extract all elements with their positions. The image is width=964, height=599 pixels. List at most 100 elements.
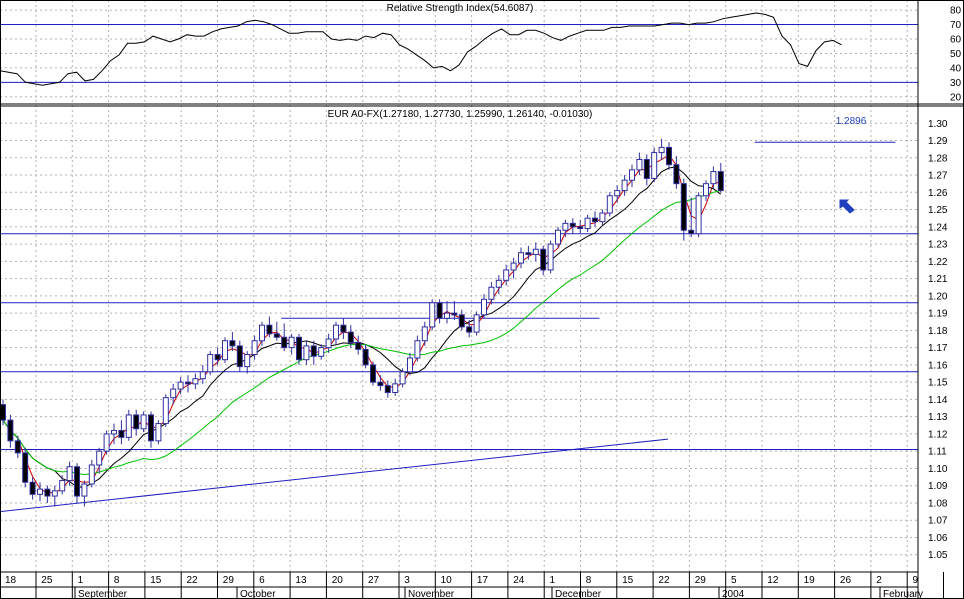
- x-tick-label: 25: [41, 575, 53, 586]
- candle-body: [540, 248, 547, 271]
- candle-body: [414, 340, 421, 359]
- candle-body: [236, 345, 243, 368]
- candle-body: [532, 248, 539, 255]
- candlestick: [584, 214, 591, 232]
- candle-body: [569, 222, 576, 228]
- rsi-title: Relative Strength Index(54.6087): [387, 3, 534, 14]
- candle-body: [481, 298, 487, 316]
- candle-body: [636, 159, 643, 171]
- x-tick-label: 18: [5, 575, 17, 586]
- candlestick: [562, 219, 569, 238]
- candle-body: [643, 159, 650, 179]
- candlestick: [362, 344, 369, 369]
- candlestick: [66, 461, 73, 486]
- price-panel: EUR A0-FX(1.27180, 1.27730, 1.25990, 1.2…: [0, 109, 948, 561]
- ma-mid-line: [2, 166, 722, 488]
- candle-body: [59, 480, 66, 492]
- candle-body: [303, 345, 310, 361]
- x-tick-label: 15: [150, 575, 162, 586]
- x-tick-label: 26: [840, 575, 852, 586]
- candlestick: [303, 340, 310, 365]
- candlestick: [680, 178, 687, 241]
- candle-body: [214, 354, 221, 361]
- candlestick: [429, 299, 436, 331]
- candle-body: [133, 414, 140, 430]
- candle-body: [66, 466, 73, 482]
- rsi-tick-label: 20: [950, 92, 962, 103]
- x-tick-label: 19: [804, 575, 816, 586]
- candle-body: [503, 269, 510, 281]
- candle-body: [347, 331, 354, 343]
- price-tick-label: 1.15: [928, 378, 948, 389]
- candle-body: [229, 340, 236, 347]
- candlestick: [340, 318, 347, 339]
- candle-body: [673, 164, 680, 185]
- candle-body: [251, 340, 258, 356]
- month-label: September: [78, 589, 128, 599]
- price-tick-label: 1.13: [928, 412, 948, 423]
- candle-body: [488, 286, 495, 300]
- rsi-tick-label: 30: [950, 78, 962, 89]
- candlestick: [288, 333, 295, 355]
- candlestick: [310, 340, 317, 365]
- candlestick: [621, 175, 628, 196]
- candlestick: [436, 299, 443, 324]
- candlestick: [643, 154, 650, 186]
- candle-body: [96, 450, 103, 466]
- price-tick-label: 1.08: [928, 498, 948, 509]
- price-tick-label: 1.23: [928, 240, 948, 251]
- candlestick: [703, 180, 709, 201]
- rsi-tick-label: 80: [950, 6, 962, 17]
- candlestick: [466, 320, 473, 338]
- candlestick: [251, 335, 258, 360]
- candle-body: [436, 302, 443, 319]
- candlestick: [140, 411, 147, 433]
- x-tick-label: 5: [731, 575, 737, 586]
- candle-body: [125, 414, 132, 438]
- candlestick: [96, 447, 103, 474]
- candle-body: [222, 340, 228, 361]
- candlestick: [651, 147, 658, 182]
- candle-body: [666, 146, 672, 166]
- candlestick: [488, 282, 495, 305]
- candle-body: [170, 388, 177, 399]
- candle-body: [185, 381, 191, 385]
- candlestick: [717, 162, 724, 193]
- candlestick: [177, 376, 184, 395]
- candlestick: [125, 409, 132, 441]
- candle-body: [0, 404, 6, 421]
- candle-body: [547, 243, 554, 271]
- x-tick-label: 20: [332, 575, 344, 586]
- candlestick: [81, 480, 88, 507]
- x-tick-label: 8: [586, 575, 592, 586]
- price-tick-label: 1.30: [928, 119, 948, 130]
- x-tick-label: 9: [913, 575, 919, 586]
- candlestick: [614, 185, 621, 203]
- candlestick: [318, 344, 325, 360]
- candle-body: [259, 324, 265, 342]
- x-tick-label: 29: [223, 575, 235, 586]
- x-tick-label: 22: [658, 575, 670, 586]
- candle-body: [562, 222, 569, 231]
- candlestick: [384, 380, 391, 398]
- price-tick-label: 1.21: [928, 274, 948, 285]
- rsi-panel: Relative Strength Index(54.6087) 20 30 40 5…: [0, 3, 962, 103]
- candle-body: [296, 336, 302, 361]
- candlestick: [118, 420, 125, 445]
- candlestick: [111, 423, 117, 445]
- price-title: EUR A0-FX(1.27180, 1.27730, 1.25990, 1.2…: [328, 109, 593, 120]
- candle-body: [629, 169, 635, 181]
- candle-body: [510, 262, 517, 271]
- candle-body: [29, 481, 36, 495]
- candlestick: [569, 218, 576, 234]
- candlestick: [444, 301, 450, 324]
- price-tick-label: 1.25: [928, 205, 948, 216]
- x-tick-label: 22: [187, 575, 199, 586]
- arrow-icon: [839, 199, 855, 214]
- price-tick-label: 1.22: [928, 257, 948, 268]
- candlestick: [377, 375, 384, 391]
- price-tick-label: 1.09: [928, 481, 948, 492]
- candlestick: [347, 325, 354, 348]
- x-tick-label: 15: [622, 575, 634, 586]
- candlestick: [7, 414, 14, 448]
